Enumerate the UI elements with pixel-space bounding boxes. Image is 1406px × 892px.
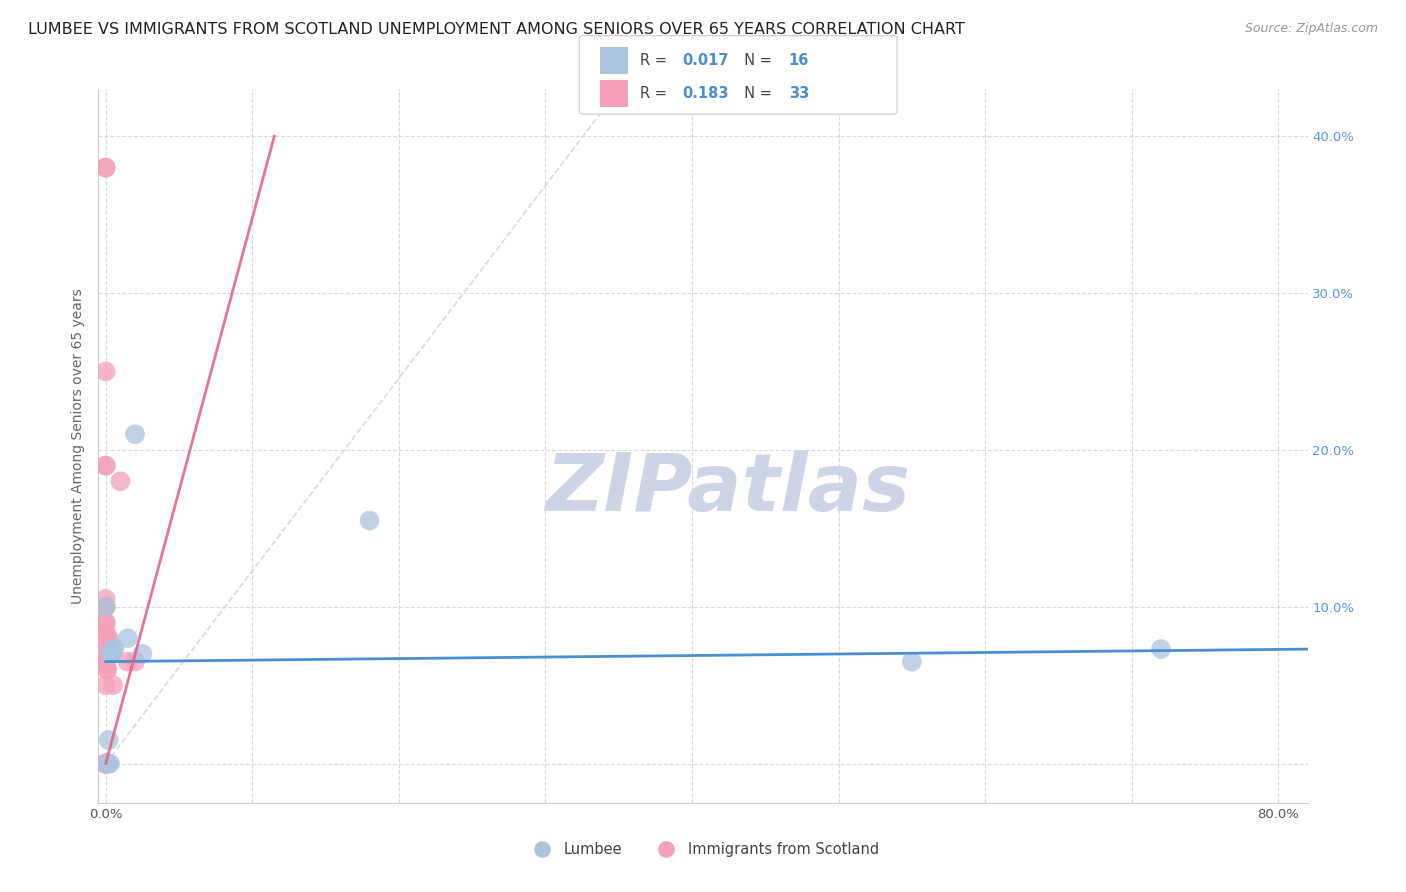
Point	[94, 647, 117, 661]
Text: 0.183: 0.183	[682, 86, 728, 101]
Point	[94, 599, 117, 614]
Point	[97, 756, 120, 771]
Point	[94, 161, 117, 175]
Point	[94, 639, 117, 653]
Point	[94, 639, 117, 653]
Point	[96, 631, 118, 645]
Text: R =: R =	[640, 53, 671, 68]
Point	[117, 655, 139, 669]
Point	[101, 642, 124, 657]
Point	[96, 756, 118, 771]
Point	[94, 655, 117, 669]
Point	[97, 733, 120, 747]
Point	[94, 364, 117, 378]
Point	[94, 655, 117, 669]
Point	[94, 756, 117, 771]
Point	[359, 514, 381, 528]
Text: ZIPatlas: ZIPatlas	[544, 450, 910, 528]
Text: N =: N =	[735, 53, 778, 68]
Legend: Lumbee, Immigrants from Scotland: Lumbee, Immigrants from Scotland	[522, 837, 884, 863]
Point	[94, 631, 117, 645]
Point	[94, 599, 117, 614]
Point	[94, 756, 117, 771]
Y-axis label: Unemployment Among Seniors over 65 years: Unemployment Among Seniors over 65 years	[72, 288, 86, 604]
Point	[94, 591, 117, 606]
Point	[124, 655, 146, 669]
Point	[94, 458, 117, 473]
Point	[98, 647, 121, 661]
Text: 33: 33	[789, 86, 808, 101]
Point	[901, 655, 924, 669]
Point	[101, 678, 124, 692]
Point	[94, 756, 117, 771]
Point	[94, 624, 117, 638]
Point	[117, 631, 139, 645]
Point	[94, 756, 117, 771]
Point	[94, 756, 117, 771]
Point	[103, 642, 125, 657]
Point	[94, 678, 117, 692]
Point	[98, 647, 121, 661]
Text: 0.017: 0.017	[682, 53, 728, 68]
Text: R =: R =	[640, 86, 671, 101]
Point	[94, 161, 117, 175]
Text: 16: 16	[789, 53, 808, 68]
Point	[96, 663, 118, 677]
Point	[1150, 642, 1173, 657]
Point	[124, 427, 146, 442]
Point	[94, 615, 117, 630]
Point	[94, 599, 117, 614]
Point	[94, 615, 117, 630]
Point	[100, 647, 122, 661]
Point	[98, 756, 121, 771]
Point	[110, 475, 132, 489]
Point	[94, 458, 117, 473]
Point	[94, 756, 117, 771]
Point	[97, 631, 120, 645]
Text: LUMBEE VS IMMIGRANTS FROM SCOTLAND UNEMPLOYMENT AMONG SENIORS OVER 65 YEARS CORR: LUMBEE VS IMMIGRANTS FROM SCOTLAND UNEMP…	[28, 22, 965, 37]
Point	[96, 663, 118, 677]
Text: N =: N =	[735, 86, 778, 101]
Text: Source: ZipAtlas.com: Source: ZipAtlas.com	[1244, 22, 1378, 36]
Point	[131, 647, 153, 661]
Point	[96, 756, 118, 771]
